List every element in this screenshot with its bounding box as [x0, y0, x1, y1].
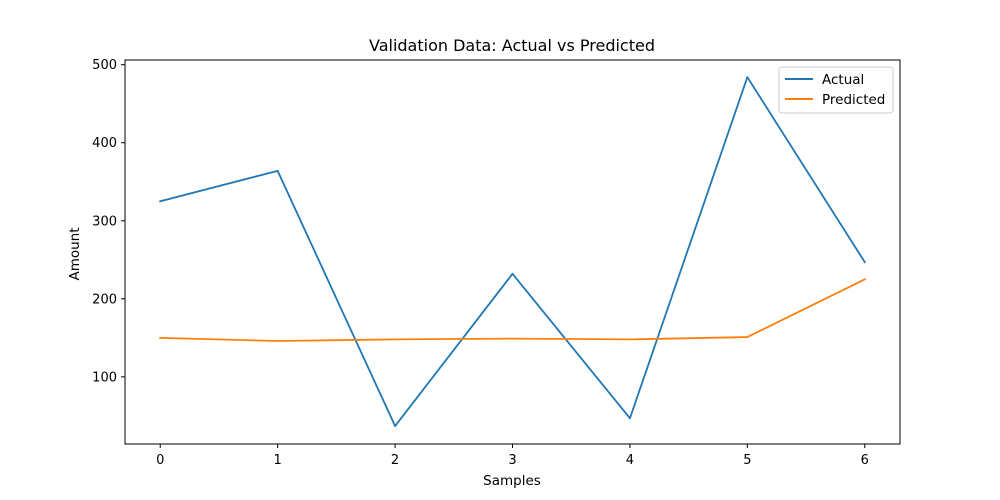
series-line-predicted	[159, 278, 866, 342]
data-point-actual	[863, 261, 866, 264]
data-point-actual	[276, 169, 279, 172]
legend: Actual Predicted	[778, 66, 894, 114]
x-tick-label: 4	[626, 453, 634, 468]
legend-label-predicted: Predicted	[822, 92, 885, 108]
data-point-actual	[159, 200, 162, 203]
data-point-predicted	[159, 336, 162, 339]
data-point-actual	[629, 417, 631, 420]
y-tick-label: 500	[92, 58, 117, 73]
data-point-actual	[746, 76, 749, 79]
axes-frame	[124, 59, 901, 445]
y-tick-label: 300	[92, 214, 117, 229]
data-point-predicted	[863, 278, 866, 281]
y-tick-label: 200	[92, 292, 117, 307]
data-point-predicted	[511, 337, 514, 340]
data-point-predicted	[394, 338, 396, 341]
y-tick-label: 100	[92, 370, 117, 385]
data-point-predicted	[276, 340, 279, 342]
x-tick-label: 0	[156, 453, 164, 468]
data-point-actual	[394, 425, 396, 427]
data-point-predicted	[746, 336, 749, 338]
chart-title: Validation Data: Actual vs Predicted	[369, 36, 655, 55]
x-tick-label: 2	[391, 453, 399, 468]
x-axis-label: Samples	[483, 473, 541, 489]
data-point-predicted	[629, 338, 631, 341]
x-tick-label: 6	[861, 453, 869, 468]
legend-label-actual: Actual	[822, 72, 864, 88]
x-tick-label: 5	[743, 453, 751, 468]
series-line-actual	[159, 76, 867, 427]
y-tick-label: 400	[92, 136, 117, 151]
y-axis-label: Amount	[67, 227, 83, 280]
x-tick-label: 1	[274, 453, 282, 468]
plot-area: 0 1 2 3 4 5 6 100 200 300 400 500	[92, 58, 901, 468]
data-point-actual	[511, 272, 514, 275]
x-tick-label: 3	[508, 453, 516, 468]
